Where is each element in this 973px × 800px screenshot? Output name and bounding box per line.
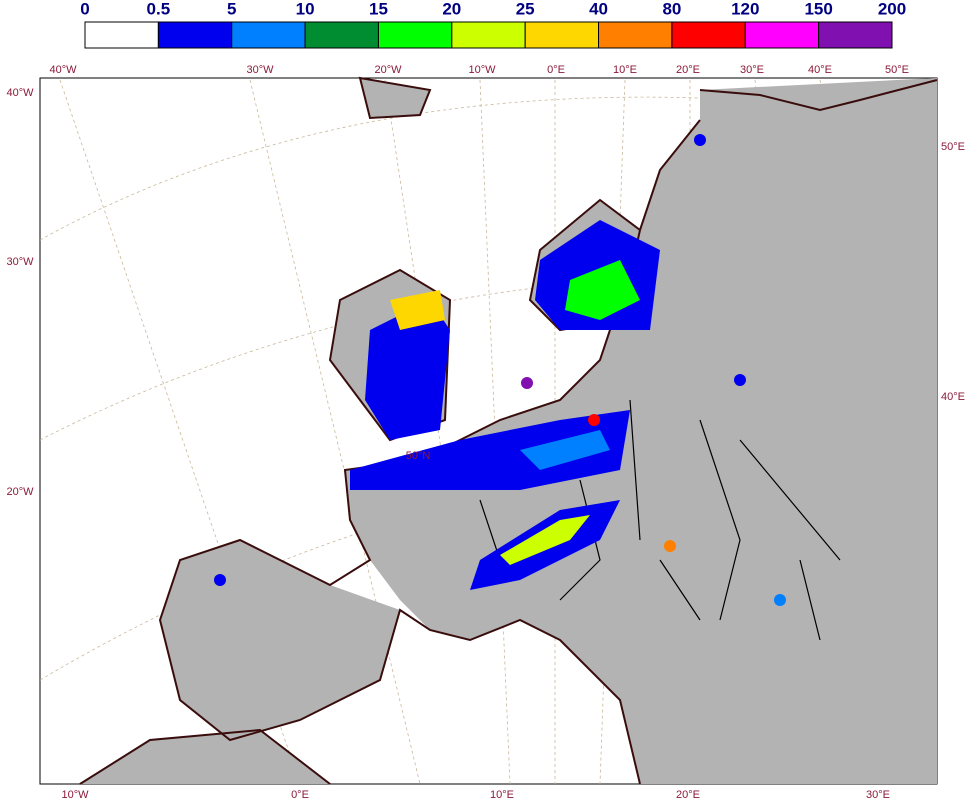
legend-label: 20 [442, 0, 461, 18]
legend-swatch [157, 21, 233, 49]
graticule-label: 10°E [490, 789, 514, 800]
graticule-label: 0°E [291, 789, 309, 800]
graticule-label: 30°E [866, 789, 890, 800]
legend-label: 15 [369, 0, 388, 18]
legend-label: 40 [589, 0, 608, 18]
legend-label: 25 [516, 0, 535, 18]
precip-dot [774, 594, 786, 606]
legend-swatch [451, 21, 526, 49]
iberia [160, 540, 400, 740]
graticule-label: 40°W [49, 64, 77, 76]
graticule-label: 50°E [885, 64, 909, 76]
precip-area [500, 515, 590, 565]
precip-area [565, 260, 640, 320]
legend-swatch [744, 21, 820, 49]
graticule-label: 10°W [468, 64, 496, 76]
legend-swatch [84, 21, 159, 49]
legend-label: 0 [80, 0, 89, 18]
graticule-label: 30°W [6, 256, 34, 268]
precip-dot [521, 377, 533, 389]
precip-area [350, 410, 630, 490]
graticule-label: 50°E [941, 141, 965, 153]
legend-label: 150 [804, 0, 832, 18]
precip-dot [664, 540, 676, 552]
legend-label: 120 [731, 0, 759, 18]
legend-label: 5 [227, 0, 236, 18]
graticule-label: 20°W [374, 64, 402, 76]
precip-dot [734, 374, 746, 386]
graticule-label: 20°E [676, 789, 700, 800]
graticule-label: 20°W [6, 486, 34, 498]
map [39, 76, 938, 785]
precipitation [214, 134, 786, 606]
legend-swatch [818, 21, 893, 49]
graticule-label: 30°E [740, 64, 764, 76]
africa [80, 730, 330, 784]
graticule-label: 10°E [613, 64, 637, 76]
legend-label: 80 [662, 0, 681, 18]
graticule-label: 0°E [547, 64, 565, 76]
precip-dot [214, 574, 226, 586]
graticule-label: 10°W [61, 789, 89, 800]
precip-area [365, 300, 450, 440]
legend-swatch [377, 21, 453, 49]
precip-area [390, 290, 445, 330]
legend-swatch [671, 21, 746, 49]
legend-label: 200 [878, 0, 906, 18]
graticule-label: 20°E [676, 64, 700, 76]
legend-swatch [598, 21, 673, 49]
legend: 0 0.5 5 10 15 20 25 40 80 120 150 200 [80, 0, 906, 49]
precip-area [520, 430, 610, 470]
legend-swatch [231, 21, 306, 49]
borders [479, 399, 841, 641]
legend-label: 0.5 [147, 0, 171, 18]
legend-swatch [524, 21, 600, 49]
legend-label: 10 [296, 0, 315, 18]
legend-swatch [304, 21, 379, 49]
continent [345, 78, 937, 784]
graticule-label: 40°W [6, 87, 34, 99]
graticule-label: 30°W [246, 64, 274, 76]
graticule-label: 50°N [406, 450, 431, 462]
precip-dot [588, 414, 600, 426]
precip-dot [694, 134, 706, 146]
graticule-label: 40°E [941, 391, 965, 403]
graticule-labels: 40°W 30°W 20°W 10°W 0°E 10°E 20°E 30°E 40°E 50°E 4… [6, 64, 965, 800]
graticule-label: 40°E [808, 64, 832, 76]
